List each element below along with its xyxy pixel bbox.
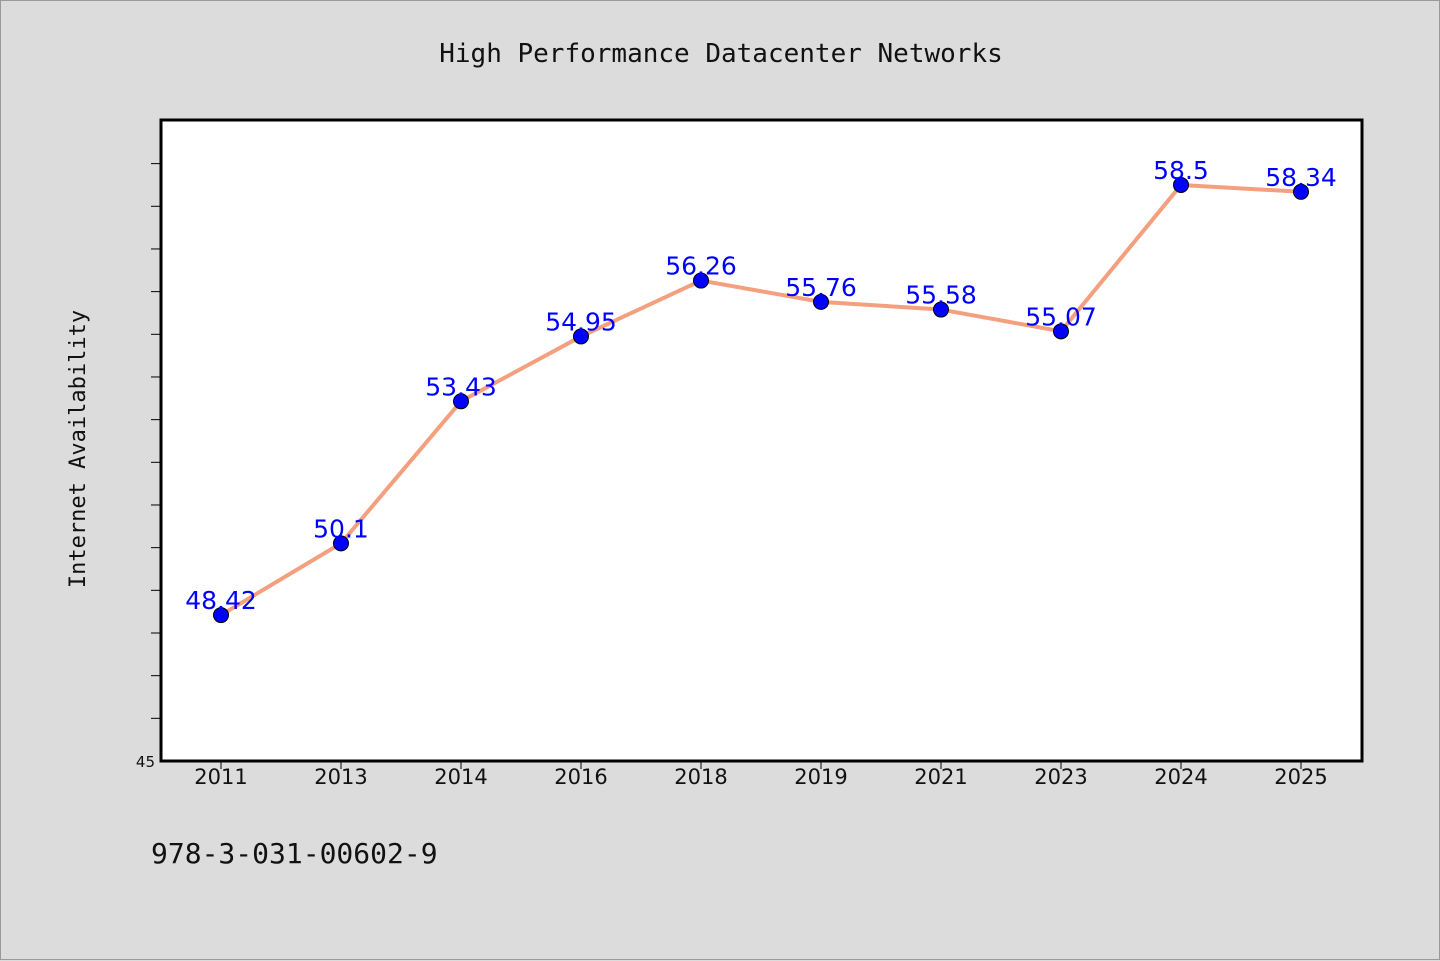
data-point-marker xyxy=(213,607,229,624)
data-labels: 48.42 50.1 53.43 54.95 56.26 55.76 55.58 55.07 5… xyxy=(185,156,1337,615)
data-point-marker xyxy=(333,535,349,552)
data-label: 50.1 xyxy=(313,514,369,543)
chart-title: High Performance Datacenter Networks xyxy=(439,39,1003,69)
x-tick-label: 2023 xyxy=(1034,765,1087,789)
x-tick-label: 2016 xyxy=(554,765,607,789)
data-point-marker xyxy=(933,301,949,318)
data-point-marker xyxy=(1293,183,1309,200)
data-label: 56.26 xyxy=(665,252,737,281)
y-axis-ticks: 45 xyxy=(136,163,161,771)
x-axis: 2011 2013 2014 2016 2018 2019 2021 2023 2024 2025 xyxy=(194,761,1328,789)
x-tick-label: 2014 xyxy=(434,765,487,789)
y-axis-label: Internet Availability xyxy=(66,310,91,588)
y-tick-label: 45 xyxy=(136,753,155,771)
data-label: 55.07 xyxy=(1025,302,1097,331)
x-tick-label: 2019 xyxy=(794,765,847,789)
series-markers xyxy=(213,176,1309,624)
x-tick-label: 2021 xyxy=(914,765,967,789)
data-label: 48.42 xyxy=(185,586,257,615)
x-tick-label: 2013 xyxy=(314,765,367,789)
plot-area xyxy=(159,118,1364,763)
x-tick-label: 2025 xyxy=(1274,765,1327,789)
x-tick-label: 2024 xyxy=(1154,765,1207,789)
data-label: 58.34 xyxy=(1265,163,1337,192)
data-point-marker xyxy=(453,393,469,410)
isbn-footer: 978-3-031-00602-9 xyxy=(151,837,438,870)
x-tick-label: 2018 xyxy=(674,765,727,789)
data-point-marker xyxy=(813,293,829,310)
data-label: 53.43 xyxy=(425,372,497,401)
data-point-marker xyxy=(573,328,589,345)
data-label: 55.76 xyxy=(785,273,857,302)
series-line xyxy=(219,182,1303,618)
data-point-marker xyxy=(1053,323,1069,340)
data-point-marker xyxy=(693,272,709,289)
data-label: 55.58 xyxy=(905,281,977,310)
data-label: 58.5 xyxy=(1153,156,1209,185)
data-label: 54.95 xyxy=(545,307,617,336)
data-point-marker xyxy=(1173,176,1189,193)
x-tick-label: 2011 xyxy=(194,765,247,789)
